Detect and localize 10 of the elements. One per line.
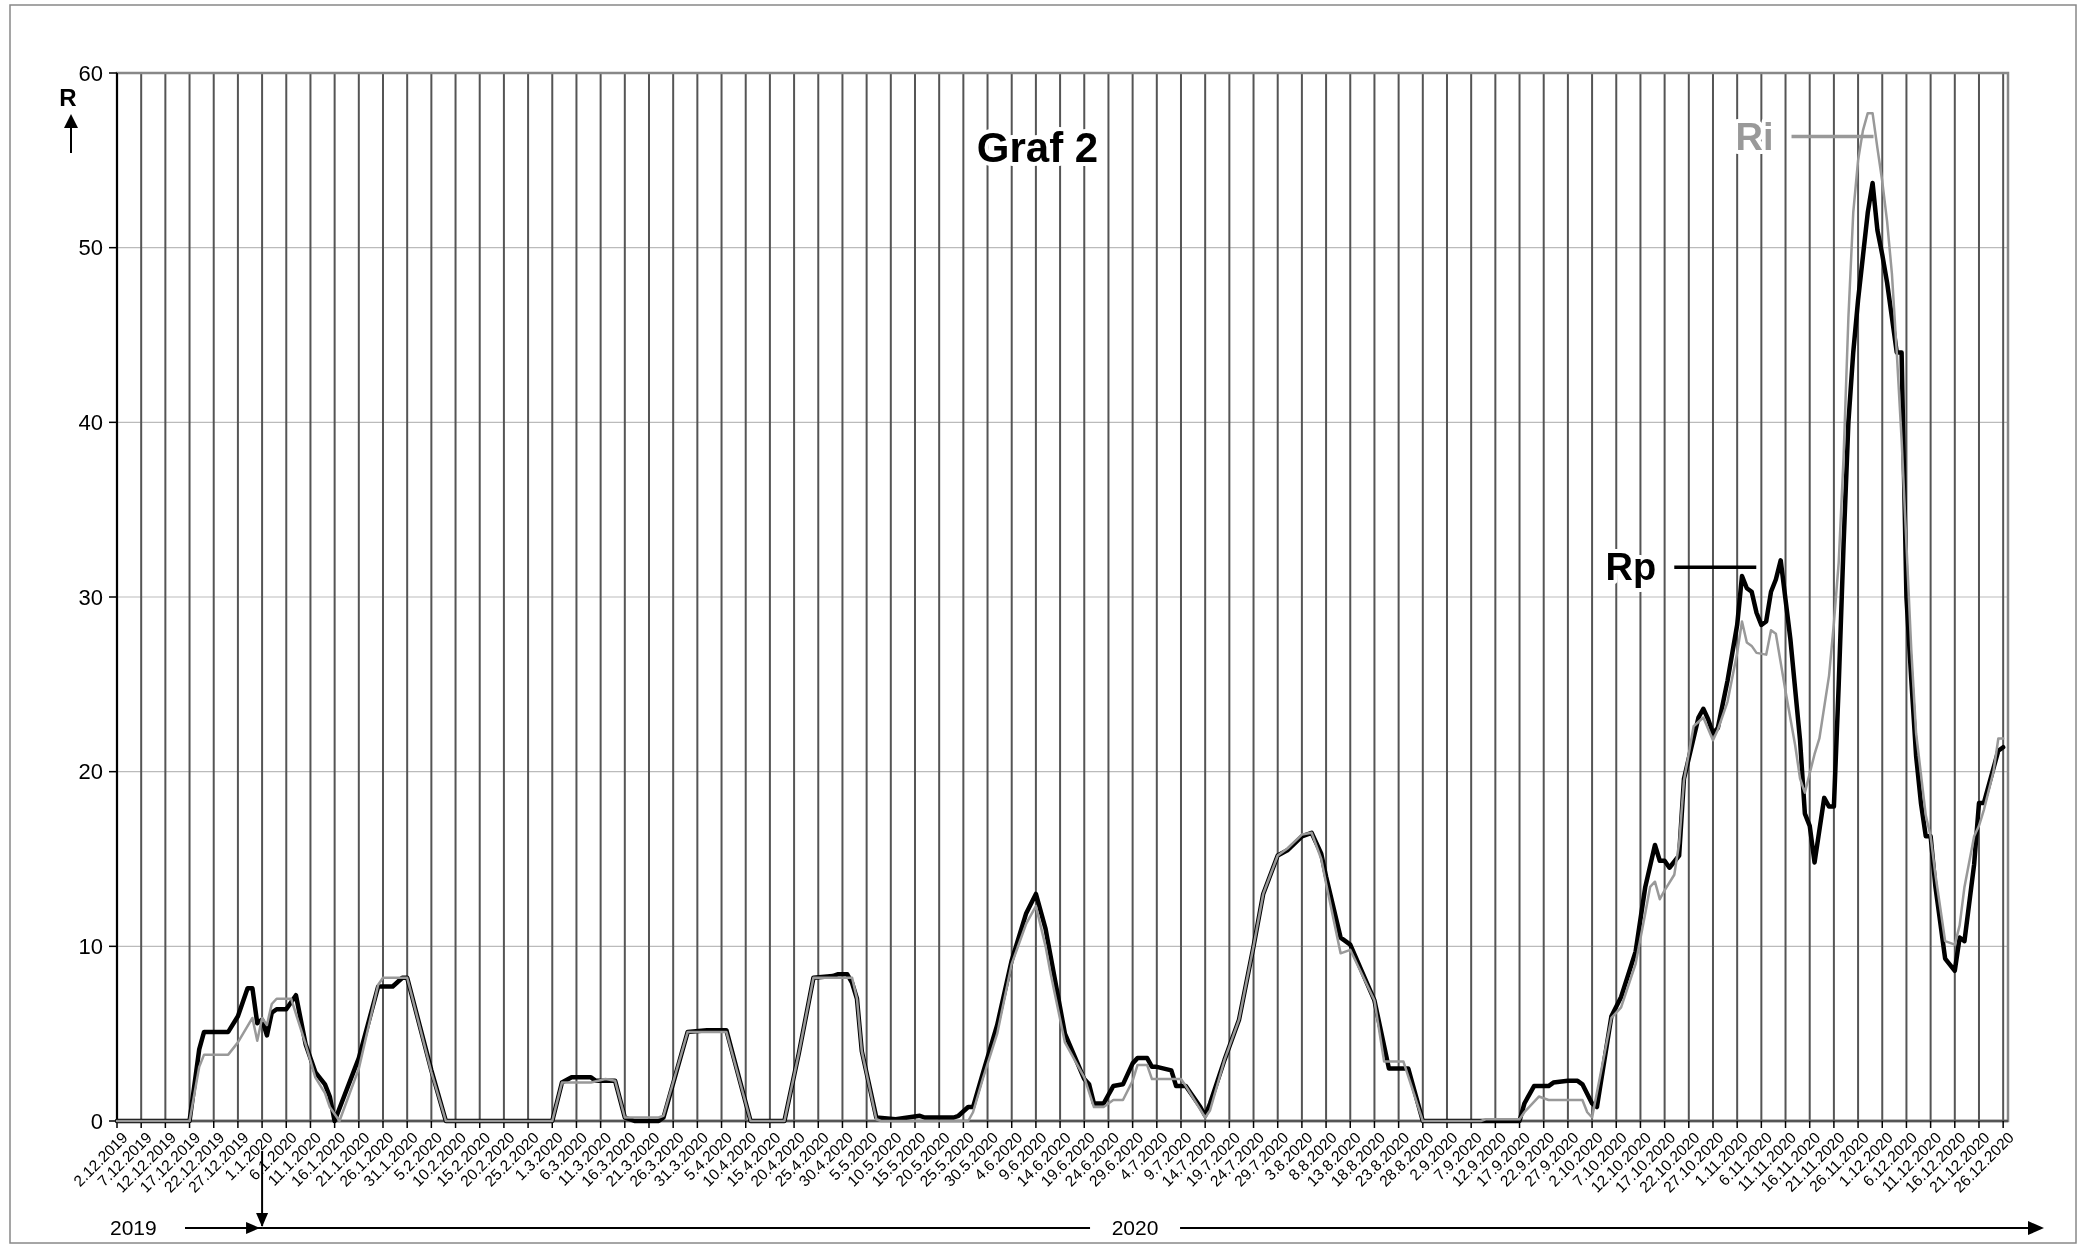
y-tick-label: 30 bbox=[78, 584, 103, 610]
y-tick-label: 10 bbox=[78, 934, 103, 960]
text: 2019 bbox=[110, 1216, 157, 1240]
y-tick-label: 40 bbox=[78, 410, 103, 436]
text: 2020 bbox=[1111, 1216, 1159, 1240]
y-axis-title: R bbox=[59, 84, 77, 111]
y-tick-label: 60 bbox=[78, 60, 103, 86]
y-tick-label: 50 bbox=[78, 235, 103, 261]
y-tick-label: 20 bbox=[78, 759, 103, 785]
y-tick-label: 0 bbox=[90, 1108, 103, 1134]
